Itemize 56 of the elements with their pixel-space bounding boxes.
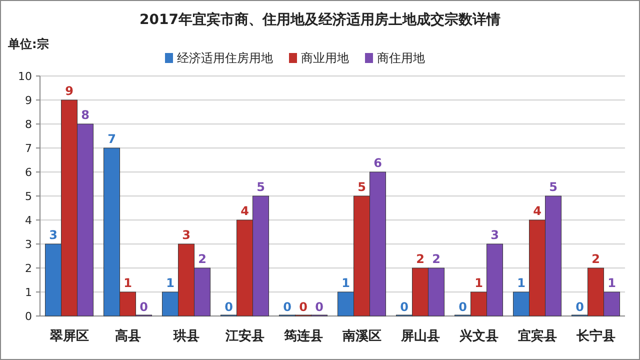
data-label: 2 [432,252,440,266]
data-label: 0 [283,300,292,314]
y-tick-label: 4 [25,214,32,227]
data-label: 1 [342,276,350,290]
y-tick-label: 7 [25,142,32,155]
x-tick-label: 兴文县 [458,328,498,344]
data-label: 4 [533,204,542,218]
data-label: 1 [166,276,174,290]
data-label: 2 [592,252,600,266]
chart-title: 2017年宜宾市商、住用地及经济适用房土地成交宗数详情 [140,11,500,28]
data-label: 0 [400,300,408,314]
data-label: 8 [81,108,90,122]
data-label: 2 [198,252,206,266]
y-tick-label: 10 [18,70,32,83]
data-label: 2 [416,252,424,266]
data-label: 6 [374,156,382,170]
x-tick-label: 江安县 [224,328,264,344]
x-tick-label: 屏山县 [400,329,440,344]
x-tick-label: 南溪区 [341,329,382,344]
data-label: 1 [608,276,616,290]
y-tick-label: 1 [25,286,32,299]
data-label: 5 [549,180,558,194]
data-label: 3 [490,228,499,242]
data-label: 7 [108,132,116,146]
data-label: 0 [458,300,467,314]
data-label: 1 [474,276,483,290]
y-tick-label: 9 [25,94,32,107]
data-label: 0 [299,300,308,314]
data-label: 5 [358,180,366,194]
legend-label: 商住用地 [377,51,425,65]
y-tick-label: 3 [25,238,32,251]
legend-label: 商业用地 [301,51,349,65]
data-label: 0 [576,300,584,314]
y-tick-label: 5 [25,190,32,203]
data-label: 0 [224,300,233,314]
y-tick-label: 2 [25,262,32,275]
x-tick-label: 翠屏区 [48,329,89,344]
data-label: 4 [240,204,249,218]
data-label: 1 [517,276,526,290]
data-label: 0 [140,300,148,314]
y-tick-label: 6 [25,166,32,179]
x-tick-label: 高县 [114,328,141,344]
data-label: 0 [315,300,324,314]
x-tick-label: 宜宾县 [518,328,557,344]
data-label: 9 [65,84,74,98]
data-label: 1 [124,276,132,290]
x-tick-label: 筠连县 [282,329,323,344]
x-tick-label: 珙县 [172,329,200,344]
y-axis-title: 单位:宗 [7,37,49,51]
legend-label: 经济适用住房用地 [177,51,273,65]
data-label: 3 [182,228,190,242]
data-label: 3 [49,228,58,242]
data-label: 5 [256,180,265,194]
y-tick-label: 0 [25,310,32,323]
x-tick-label: 长宁县 [575,328,616,344]
y-tick-label: 8 [25,118,32,131]
